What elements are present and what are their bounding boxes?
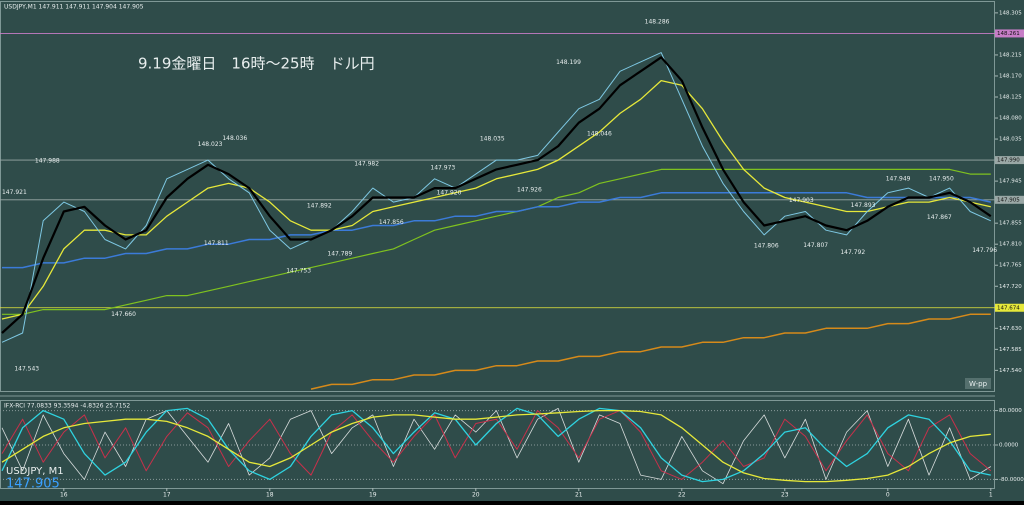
y-tick-label: 147.585 [999, 347, 1022, 353]
level-tag [995, 195, 1024, 204]
price-annotation: 147.792 [840, 249, 865, 256]
series-line [1, 410, 992, 480]
series-line [2, 192, 991, 269]
level-label: 147.905 [997, 197, 1020, 203]
price-annotation: 147.811 [204, 240, 229, 247]
y-tick-label: 147.945 [999, 179, 1022, 185]
series-line [310, 313, 991, 390]
price-annotation: 148.035 [480, 136, 505, 143]
price-annotation: 147.892 [307, 202, 332, 209]
price-annotation: 147.921 [2, 189, 27, 196]
x-tick-label: 17 [163, 492, 171, 499]
y-tick-label: 148.305 [999, 10, 1022, 16]
y-tick-label: 148.035 [999, 137, 1022, 143]
series-line [1, 407, 991, 483]
y-tick-label: -80.0000 [999, 477, 1024, 483]
main-frame [0, 1, 995, 392]
y-tick-label: 148.080 [999, 116, 1022, 122]
price-annotation: 147.988 [35, 158, 60, 165]
price-annotation: 148.286 [645, 18, 670, 25]
series-line [1, 52, 992, 343]
price-annotation: 147.789 [327, 251, 352, 258]
y-tick-label: 0.0000 [999, 443, 1019, 449]
series-line [1, 409, 991, 483]
level-tag [995, 156, 1024, 165]
price-annotation: 147.893 [851, 202, 876, 209]
y-tick-label: 147.855 [999, 221, 1022, 227]
price-annotation: 147.660 [111, 311, 136, 318]
y-tick-label: 147.540 [999, 368, 1022, 374]
price-annotation: 147.949 [886, 176, 911, 183]
price-annotation: 147.926 [517, 186, 542, 193]
x-tick-label: 22 [678, 492, 686, 499]
x-tick-label: 0 [886, 492, 890, 499]
series-line [1, 56, 992, 334]
price-annotation: 147.796 [972, 247, 997, 254]
price-annotation: 147.543 [14, 365, 39, 372]
price-annotation: 148.036 [222, 135, 247, 142]
y-tick-label: 147.810 [999, 242, 1022, 248]
x-tick-label: 1 [989, 492, 993, 499]
y-tick-label: 148.170 [999, 73, 1022, 79]
price-annotation: 147.903 [789, 197, 814, 204]
series-line [1, 79, 991, 320]
y-tick-label: 148.215 [999, 52, 1022, 58]
price-annotation: 147.950 [929, 175, 954, 182]
y-tick-label: 147.630 [999, 326, 1022, 332]
header: USDJPY,M1 147.911 147.911 147.904 147.90… [4, 4, 144, 11]
x-tick-label: 23 [781, 492, 789, 499]
y-tick-label: 147.765 [999, 263, 1022, 269]
marker-box [965, 378, 991, 389]
x-tick-label: 21 [575, 492, 583, 499]
price-annotation: 148.046 [587, 130, 612, 137]
price-annotation: 147.806 [754, 243, 779, 250]
y-tick-label: 148.125 [999, 94, 1022, 100]
level-label: 147.990 [997, 158, 1020, 164]
level-tag [995, 29, 1024, 38]
price-annotation: 147.867 [927, 214, 952, 221]
symbol-label: USDJPY, M1 [6, 466, 64, 477]
y-tick-label: 147.720 [999, 284, 1022, 290]
series-line [2, 168, 991, 315]
level-label: 147.674 [997, 305, 1020, 311]
panel-title: IFX-RCI 77.0833 93.3594 -4.8326 25.7152 [4, 403, 130, 410]
price-annotation: 148.199 [556, 59, 581, 66]
price-annotation: 147.807 [803, 242, 828, 249]
price-annotation: 147.753 [286, 267, 311, 274]
chart-title: 9.19金曜日 16時～25時 ドル円 [138, 55, 375, 73]
level-label: 148.261 [997, 31, 1020, 37]
price-annotation: 147.920 [437, 189, 462, 196]
y-tick-label: 80.0000 [999, 408, 1022, 414]
marker-label: W-pp [969, 380, 988, 388]
x-tick-label: 19 [369, 492, 377, 499]
price-annotation: 147.973 [430, 165, 455, 172]
x-tick-label: 18 [266, 492, 274, 499]
price-annotation: 147.856 [379, 219, 404, 226]
x-tick-label: 16 [60, 492, 68, 499]
price-annotation: 148.023 [198, 141, 223, 148]
price-label: 147.905 [6, 477, 60, 492]
price-annotation: 147.982 [354, 160, 379, 167]
x-tick-label: 20 [472, 492, 480, 499]
level-tag [995, 303, 1024, 312]
